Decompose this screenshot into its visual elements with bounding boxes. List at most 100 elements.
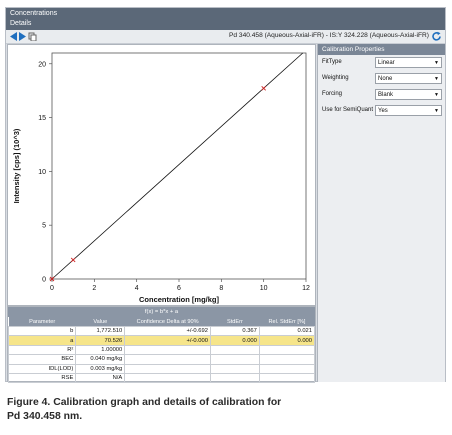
table-cell: +/-0.692 — [124, 325, 211, 337]
y-tick-label: 15 — [38, 115, 46, 122]
fit-type-select[interactable]: Linear ▼ — [375, 57, 442, 68]
table-cell: N/A — [75, 372, 126, 384]
table-cell — [209, 372, 260, 384]
select-value: None — [378, 76, 393, 82]
prop-fit-type: FitType Linear ▼ — [318, 55, 445, 71]
table-cell — [258, 354, 316, 365]
table-cell — [124, 354, 211, 365]
figure-caption: Figure 4. Calibration graph and details … — [7, 396, 447, 424]
results-table: Parameter Value Confidence Delta at 90% Std… — [7, 317, 316, 384]
table-cell: BEC — [7, 354, 77, 365]
y-axis-label: Intensity [cps] (10^3) — [12, 128, 21, 203]
chevron-down-icon: ▼ — [434, 108, 439, 114]
semiquant-select[interactable]: Yes ▼ — [375, 105, 442, 116]
table-cell: 0.040 mg/kg — [75, 354, 126, 365]
prop-semiquant: Use for SemiQuant Yes ▼ — [318, 103, 445, 119]
weighting-select[interactable]: None ▼ — [375, 73, 442, 84]
table-row[interactable]: RSE N/A — [7, 372, 316, 384]
chevron-down-icon: ▼ — [434, 60, 439, 66]
table-cell — [258, 363, 316, 374]
prop-label: FitType — [322, 59, 342, 65]
x-tick-label: 10 — [260, 285, 268, 292]
next-icon[interactable] — [18, 32, 27, 41]
table-cell — [124, 344, 211, 356]
table-cell: IDL(LOD) — [7, 363, 77, 374]
x-tick-label: 12 — [302, 285, 310, 292]
fit-line — [51, 52, 304, 280]
caption-line: Pd 340.458 nm. — [7, 411, 83, 422]
x-axis-label: Concentration [mg/kg] — [139, 295, 220, 304]
menu-details[interactable]: Details — [10, 20, 32, 27]
x-tick-label: 0 — [50, 285, 54, 292]
app-window: Concentrations Details Pd 340.458 (Aqueo… — [5, 7, 446, 384]
table-cell: R² — [7, 344, 77, 356]
column-header[interactable]: StdErr — [210, 317, 260, 327]
prop-label: Forcing — [322, 91, 343, 97]
table-row[interactable]: R² 1.00000 — [7, 344, 316, 356]
prop-label: Use for SemiQuant — [322, 107, 374, 113]
table-cell: RSE — [7, 372, 77, 384]
table-cell — [124, 363, 211, 374]
analyte-title: Pd 340.458 (Aqueous-Axial-iFR) - IS:Y 32… — [229, 32, 429, 39]
calibration-chart: 0 5 10 15 20 0 2 4 6 8 10 12 Concentration [mg/kg]… — [12, 52, 310, 304]
y-tick-label: 0 — [42, 277, 46, 284]
y-tick-label: 10 — [38, 169, 46, 176]
table-row[interactable]: IDL(LOD) 0.003 mg/kg — [7, 363, 316, 374]
data-point — [49, 276, 55, 282]
table-cell: +/-0.000 — [124, 335, 211, 346]
calibration-properties-panel: Calibration Properties FitType Linear ▼ W… — [317, 44, 445, 382]
chevron-down-icon: ▼ — [434, 92, 439, 98]
column-header[interactable]: Value — [75, 317, 125, 327]
copy-icon[interactable] — [28, 32, 37, 41]
table-cell — [258, 372, 316, 384]
select-value: Blank — [378, 92, 394, 98]
select-value: Linear — [378, 60, 395, 66]
properties-header: Calibration Properties — [318, 44, 445, 55]
column-header[interactable]: Rel. StdErr [%] — [259, 317, 315, 327]
table-body: b 1,772.510 +/-0.692 0.367 0.021 a 70.526 +/-0.… — [7, 325, 316, 384]
previous-icon[interactable] — [9, 32, 18, 41]
prop-weighting: Weighting None ▼ — [318, 71, 445, 87]
column-header[interactable]: Parameter — [8, 317, 76, 327]
refresh-icon[interactable] — [431, 31, 442, 42]
table-cell: a — [7, 335, 77, 346]
chevron-down-icon: ▼ — [434, 76, 439, 82]
x-tick-label: 4 — [135, 285, 139, 292]
table-cell — [124, 372, 211, 384]
toolbar: Pd 340.458 (Aqueous-Axial-iFR) - IS:Y 32… — [6, 30, 445, 44]
menu-bar: Concentrations Details — [6, 8, 445, 30]
caption-line: Figure 4. Calibration graph and details … — [7, 397, 282, 408]
table-cell: b — [7, 325, 77, 337]
table-cell — [209, 354, 260, 365]
table-row[interactable]: b 1,772.510 +/-0.692 0.367 0.021 — [7, 325, 316, 337]
table-cell — [209, 344, 260, 356]
data-point — [261, 85, 266, 91]
menu-concentrations[interactable]: Concentrations — [10, 10, 58, 17]
prop-forcing: Forcing Blank ▼ — [318, 87, 445, 103]
table-cell: 1,772.510 — [75, 325, 126, 337]
table-cell: 0.367 — [209, 325, 260, 337]
column-header[interactable]: Confidence Delta at 90% — [124, 317, 211, 327]
x-tick-label: 2 — [92, 285, 96, 292]
table-cell: 0.000 — [258, 335, 316, 346]
table-cell: 0.003 mg/kg — [75, 363, 126, 374]
table-cell: 0.000 — [209, 335, 260, 346]
table-header: Parameter Value Confidence Delta at 90% Std… — [8, 317, 315, 327]
data-point — [70, 257, 76, 263]
table-row[interactable]: BEC 0.040 mg/kg — [7, 354, 316, 365]
y-tick-label: 20 — [38, 61, 46, 68]
calibration-plot: 0 5 10 15 20 0 2 4 6 8 10 12 Concentration [mg/kg]… — [7, 44, 316, 306]
table-row[interactable]: a 70.526 +/-0.000 0.000 0.000 — [7, 335, 316, 346]
select-value: Yes — [378, 108, 388, 114]
table-cell: 70.526 — [75, 335, 126, 346]
table-cell — [258, 344, 316, 356]
table-cell: 1.00000 — [75, 344, 126, 356]
forcing-select[interactable]: Blank ▼ — [375, 89, 442, 100]
prop-label: Weighting — [322, 75, 349, 81]
calibration-results-panel: f(x) = b*x + a Parameter Value Confidence … — [7, 306, 316, 384]
x-tick-label: 6 — [177, 285, 181, 292]
y-tick-label: 5 — [42, 223, 46, 230]
table-cell: 0.021 — [258, 325, 316, 337]
table-cell — [209, 363, 260, 374]
formula: f(x) = b*x + a — [8, 307, 315, 317]
